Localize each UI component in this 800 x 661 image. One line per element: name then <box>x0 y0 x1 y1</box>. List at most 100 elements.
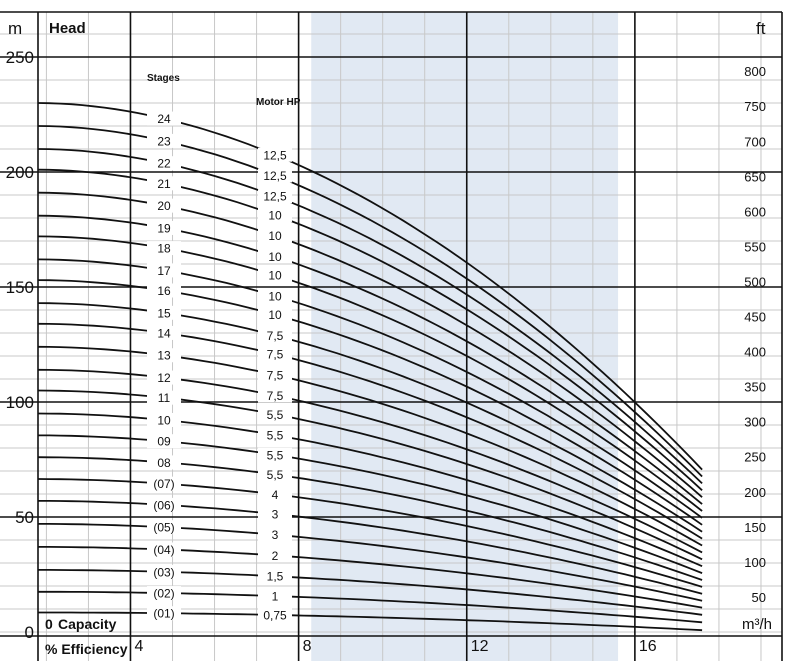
motor-label: 7,5 <box>267 329 284 343</box>
y-tick-right: 250 <box>744 450 766 465</box>
stage-label: 14 <box>157 326 171 340</box>
right-unit-label: ft <box>756 19 766 38</box>
stage-label: 10 <box>157 413 171 427</box>
curve-label-layer: (01) 0,75 (02) 1 (03) 1,5 (04) 2 (05) 3 (06) 3 (07) 4… <box>147 111 292 622</box>
motor-label: 12,5 <box>263 148 287 162</box>
stage-label-bg <box>147 220 181 235</box>
stage-label-bg <box>147 348 181 363</box>
stage-label-bg <box>147 370 181 385</box>
stage-label: (04) <box>153 543 174 557</box>
stage-label: 16 <box>157 284 171 298</box>
stage-label-bg <box>147 542 181 557</box>
stage-label-bg <box>147 434 181 449</box>
stage-label-bg <box>147 476 181 491</box>
motor-label-bg <box>258 228 292 243</box>
stage-label: (02) <box>153 587 174 601</box>
stage-label-bg <box>147 520 181 535</box>
y-tick-right: 150 <box>744 520 766 535</box>
stage-label: 09 <box>157 435 171 449</box>
y-tick-left: 50 <box>15 508 34 527</box>
axis-layer: m Head ft Stages Motor HP 0 Capacity % E… <box>6 19 772 657</box>
stage-label: 22 <box>157 157 171 171</box>
stage-label-bg <box>147 133 181 148</box>
stage-label: (03) <box>153 565 174 579</box>
efficiency-band <box>311 12 619 661</box>
motor-label: 12,5 <box>263 190 287 204</box>
motor-label: 12,5 <box>263 169 287 183</box>
motor-label-bg <box>258 347 292 362</box>
motor-label: 1 <box>272 590 279 604</box>
y-tick-right: 300 <box>744 415 766 430</box>
stage-label-bg <box>147 586 181 601</box>
stage-label: 23 <box>157 134 171 148</box>
stage-label-bg <box>147 497 181 512</box>
stage-label-bg <box>147 390 181 405</box>
y-tick-right: 500 <box>744 274 766 289</box>
motor-label: 10 <box>268 308 282 322</box>
y-tick-right: 100 <box>744 555 766 570</box>
stage-label: (05) <box>153 521 174 535</box>
motor-label-bg <box>258 307 292 322</box>
stage-label-bg <box>147 263 181 278</box>
motor-label: 5,5 <box>267 429 284 443</box>
motor-label: 10 <box>268 289 282 303</box>
motor-label-bg <box>258 467 292 482</box>
motor-label-bg <box>258 507 292 522</box>
efficiency-band-layer <box>311 12 619 661</box>
motor-label-bg <box>258 268 292 283</box>
motor-label-bg <box>258 569 292 584</box>
x-tick: 4 <box>134 638 143 655</box>
stage-label: (01) <box>153 607 174 621</box>
motor-label: 2 <box>272 549 279 563</box>
motor-label-bg <box>258 249 292 264</box>
y-tick-left: 250 <box>6 48 34 67</box>
left-unit-label: m <box>8 19 22 38</box>
motor-label: 3 <box>272 528 279 542</box>
motor-label: 0,75 <box>263 608 287 622</box>
motor-label: 1,5 <box>267 570 284 584</box>
stage-label: 21 <box>157 177 171 191</box>
motor-label: 7,5 <box>267 389 284 403</box>
y-tick-left: 0 <box>25 623 34 642</box>
motor-label: 10 <box>268 208 282 222</box>
stage-label: (07) <box>153 477 174 491</box>
motor-label-bg <box>258 407 292 422</box>
x-tick: 12 <box>471 638 489 655</box>
motor-label-bg <box>258 328 292 343</box>
motor-label-bg <box>258 607 292 622</box>
stage-label-bg <box>147 455 181 470</box>
motor-label-bg <box>258 428 292 443</box>
stages-header: Stages <box>147 73 180 84</box>
motor-label: 10 <box>268 250 282 264</box>
y-tick-right: 650 <box>744 169 766 184</box>
motor-hp-header: Motor HP <box>256 97 301 108</box>
stage-label: 24 <box>157 112 171 126</box>
stage-label: 08 <box>157 456 171 470</box>
y-tick-left: 150 <box>6 278 34 297</box>
efficiency-label: % Efficiency <box>45 641 128 657</box>
y-tick-right: 600 <box>744 204 766 219</box>
stage-label-bg <box>147 564 181 579</box>
y-tick-right: 450 <box>744 310 766 325</box>
y-tick-left: 200 <box>6 163 34 182</box>
stage-label-bg <box>147 325 181 340</box>
y-tick-right: 800 <box>744 64 766 79</box>
stage-label: 18 <box>157 242 171 256</box>
motor-label: 10 <box>268 269 282 283</box>
stage-label: (06) <box>153 498 174 512</box>
stage-label: 19 <box>157 221 171 235</box>
motor-label-bg <box>258 548 292 563</box>
stage-label: 20 <box>157 199 171 213</box>
motor-label-bg <box>258 447 292 462</box>
chart-title: Head <box>49 20 86 37</box>
motor-label-bg <box>258 288 292 303</box>
stage-label-bg <box>147 176 181 191</box>
stage-label-bg <box>147 283 181 298</box>
x-unit-label: m³/h <box>742 616 772 633</box>
stage-label-bg <box>147 606 181 621</box>
y-tick-right: 200 <box>744 485 766 500</box>
y-tick-right: 700 <box>744 134 766 149</box>
motor-label: 10 <box>268 229 282 243</box>
y-tick-left: 100 <box>6 393 34 412</box>
